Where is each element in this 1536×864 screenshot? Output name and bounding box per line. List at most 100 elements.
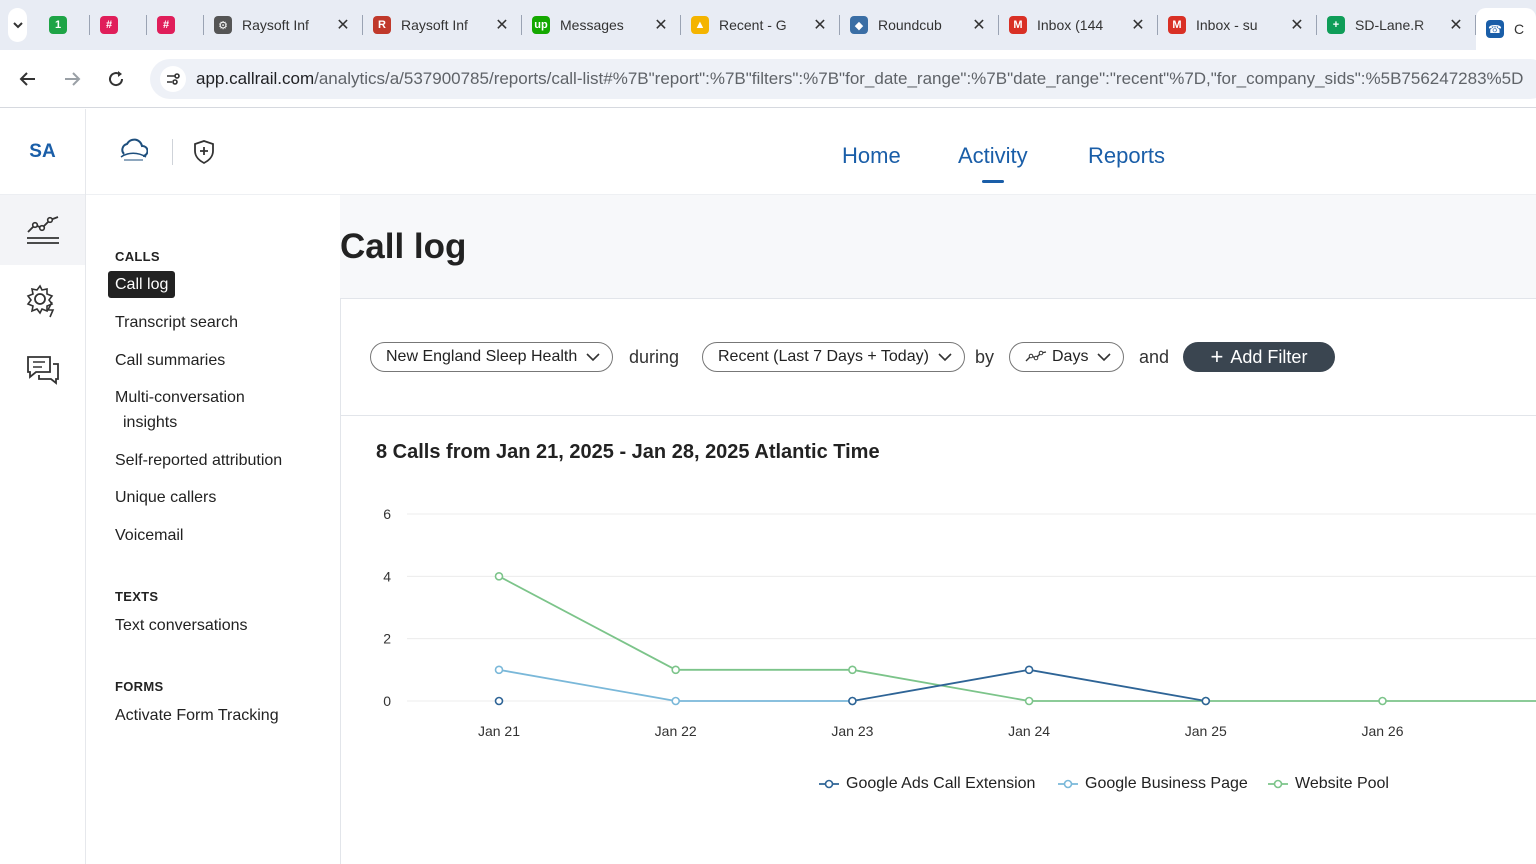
url-path: /analytics/a/537900785/reports/call-list… (314, 69, 1524, 88)
nav-activity[interactable]: Activity (958, 143, 1028, 183)
browser-tab[interactable]: + SD-Lane.R ✕ (1317, 7, 1475, 43)
close-tab-icon[interactable]: ✕ (654, 17, 668, 34)
tab-favicon-icon: up (532, 16, 550, 34)
calls-line-chart: 0 2 4 6 Jan 21 Jan 22 Jan 23 Jan 24 Jan 25 Jan 26… (383, 506, 1536, 739)
arrow-right-icon (65, 71, 81, 86)
nav-home[interactable]: Home (842, 143, 901, 168)
tab-separator (89, 15, 90, 35)
data-point (848, 696, 857, 706)
tab-search-button[interactable] (8, 8, 27, 42)
close-tab-icon[interactable]: ✕ (813, 17, 827, 34)
subnav-multi-conversation-insights[interactable]: insights (123, 414, 178, 431)
tab-title: Raysoft Inf (242, 17, 309, 33)
subnav-self-reported-attribution[interactable]: Self-reported attribution (115, 452, 283, 469)
subnav-call-log[interactable]: Call log (108, 271, 176, 298)
browser-tab[interactable]: ▲ Recent - G ✕ (681, 7, 839, 43)
account-avatar[interactable]: SA (0, 109, 85, 195)
forward-button[interactable] (50, 57, 94, 101)
tab-separator (998, 15, 999, 35)
browser-tab[interactable]: 1 (39, 7, 89, 43)
url-host: app.callrail.com (196, 69, 315, 88)
legend-item[interactable]: Google Ads Call Extension (818, 775, 1035, 793)
tab-separator (203, 15, 204, 35)
subnav-voicemail[interactable]: Voicemail (115, 527, 184, 544)
date-range-label: Recent (Last 7 Days + Today) (718, 348, 929, 365)
texts-heading: TEXTS (115, 589, 159, 604)
tab-favicon-icon: ▲ (691, 16, 709, 34)
tab-favicon-icon: M (1009, 16, 1027, 34)
tab-separator (839, 15, 840, 35)
chevron-down-icon (586, 353, 600, 362)
security-button[interactable] (192, 139, 216, 170)
rail-analytics[interactable] (0, 195, 85, 265)
tab-separator (146, 15, 147, 35)
subnav-unique-callers[interactable]: Unique callers (115, 489, 217, 506)
subnav-multi-conversation[interactable]: Multi-conversation (115, 389, 245, 406)
browser-tab[interactable]: ⚙ Raysoft Inf ✕ (204, 7, 362, 43)
date-range-select[interactable]: Recent (Last 7 Days + Today) (702, 342, 965, 372)
tab-title: Recent - G (719, 17, 787, 33)
rail-conversations[interactable] (0, 335, 85, 405)
arrow-left-icon (19, 71, 35, 86)
tab-favicon-icon: R (373, 16, 391, 34)
add-filter-button[interactable]: + Add Filter (1183, 342, 1335, 372)
subnav-transcript-search[interactable]: Transcript search (115, 314, 238, 331)
line-chart-icon (1025, 350, 1047, 362)
browser-tab[interactable]: up Messages ✕ (522, 7, 680, 43)
browser-tab[interactable]: ☎ C (1476, 8, 1536, 50)
divider (172, 139, 173, 165)
nav-reports[interactable]: Reports (1088, 143, 1166, 168)
chart-title: 8 Calls from Jan 21, 2025 - Jan 28, 2025… (376, 441, 880, 463)
y-tick-label: 6 (383, 506, 391, 522)
browser-tab[interactable]: # (147, 7, 203, 43)
chevron-down-icon (12, 22, 23, 29)
grouping-select[interactable]: Days (1009, 342, 1125, 372)
tab-title: Raysoft Inf (401, 17, 468, 33)
x-tick-label: Jan 25 (1185, 723, 1227, 739)
page-title: Call log (340, 227, 467, 266)
back-button[interactable] (6, 57, 50, 101)
app-rail: SA (0, 109, 86, 864)
tab-separator (1316, 15, 1317, 35)
subnav-activate-form-tracking[interactable]: Activate Form Tracking (115, 707, 279, 724)
browser-tab[interactable]: M Inbox (144 ✕ (999, 7, 1157, 43)
gear-bolt-icon (26, 284, 54, 318)
close-tab-icon[interactable]: ✕ (1449, 17, 1463, 34)
chevron-down-icon (938, 353, 952, 362)
x-tick-label: Jan 23 (831, 723, 873, 739)
site-info-icon[interactable] (160, 66, 186, 92)
tab-title: Roundcub (878, 17, 942, 33)
legend-label: Google Ads Call Extension (846, 775, 1036, 792)
close-tab-icon[interactable]: ✕ (495, 17, 509, 34)
close-tab-icon[interactable]: ✕ (1290, 17, 1304, 34)
subnav-text-conversations[interactable]: Text conversations (115, 617, 248, 634)
data-point (671, 665, 681, 675)
browser-tab[interactable]: ◆ Roundcub ✕ (840, 7, 998, 43)
company-select[interactable]: New England Sleep Health (370, 342, 614, 372)
chevron-down-icon (1097, 353, 1112, 362)
browser-tab[interactable]: R Raysoft Inf ✕ (363, 7, 521, 43)
tab-favicon-icon: ☎ (1486, 20, 1504, 38)
rail-settings[interactable] (0, 265, 85, 335)
close-tab-icon[interactable]: ✕ (972, 17, 986, 34)
close-tab-icon[interactable]: ✕ (336, 17, 350, 34)
legend-item[interactable]: Google Business Page (1057, 775, 1248, 793)
tab-favicon-icon: ⚙ (214, 16, 232, 34)
data-point (848, 665, 857, 675)
address-bar-row: app.callrail.com/analytics/a/537900785/r… (0, 50, 1536, 108)
reload-button[interactable] (94, 57, 138, 101)
analytics-icon (26, 216, 59, 244)
y-tick-label: 4 (383, 568, 391, 584)
browser-tab[interactable]: M Inbox - su ✕ (1158, 7, 1316, 43)
tab-separator (362, 15, 363, 35)
data-point (1024, 696, 1034, 706)
browser-tab[interactable]: # (90, 7, 146, 43)
browser-tab-bar: 1 # # ⚙ Raysoft Inf ✕ R Raysoft Inf ✕ up Messages ✕… (0, 0, 1536, 50)
add-filter-label: Add Filter (1230, 346, 1308, 367)
legend-item[interactable]: Website Pool (1267, 775, 1389, 793)
subnav-call-summaries[interactable]: Call summaries (115, 352, 226, 369)
url-field[interactable]: app.callrail.com/analytics/a/537900785/r… (150, 59, 1536, 99)
close-tab-icon[interactable]: ✕ (1131, 17, 1145, 34)
company-logo[interactable] (118, 137, 149, 170)
tab-favicon-icon: # (100, 16, 118, 34)
